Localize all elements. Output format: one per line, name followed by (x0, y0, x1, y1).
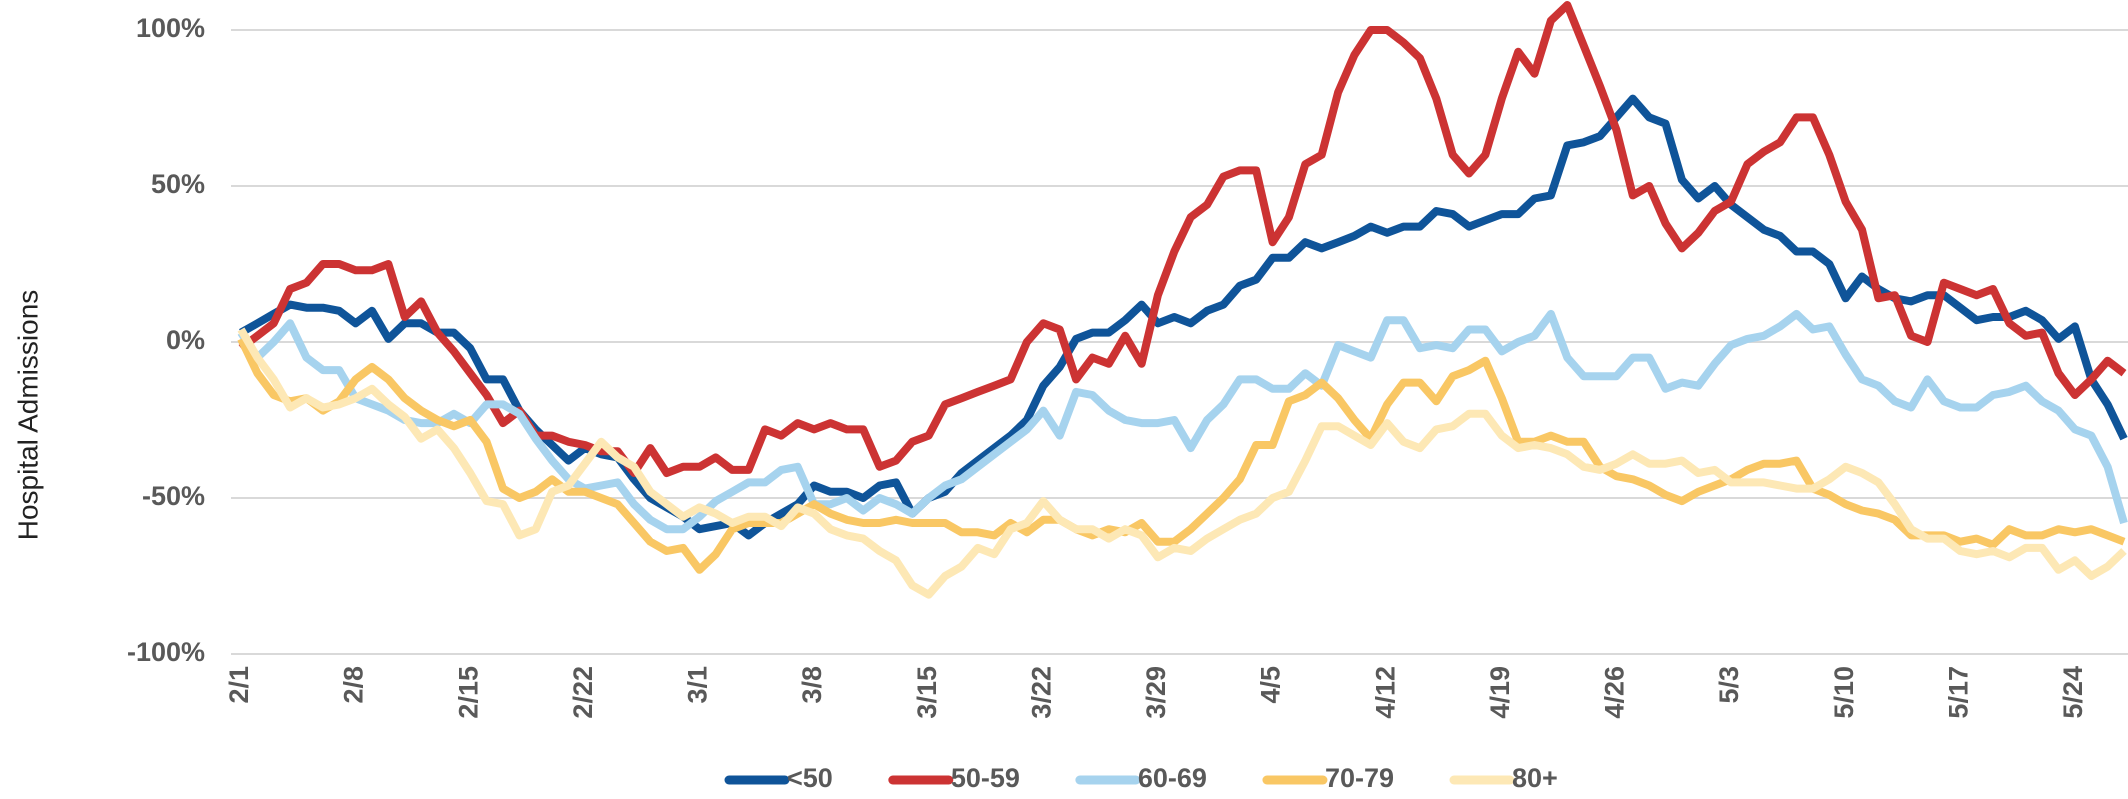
x-tick-label: 3/15 (912, 666, 942, 719)
x-tick-label: 2/15 (453, 666, 483, 719)
x-tick-label: 3/29 (1141, 666, 1171, 719)
y-axis-label: Hospital Admissions (12, 290, 43, 541)
x-tick-label: 5/3 (1714, 666, 1744, 704)
legend-label: 80+ (1512, 763, 1558, 793)
x-tick-label: 4/12 (1370, 666, 1400, 719)
y-tick-label: 0% (166, 325, 205, 355)
x-tick-label: 4/19 (1485, 666, 1515, 719)
x-tick-label: 5/24 (2058, 666, 2088, 719)
y-tick-label: -50% (142, 481, 205, 511)
x-tick-label: 2/8 (339, 666, 369, 704)
x-tick-label: 5/17 (1943, 666, 1973, 719)
y-tick-label: -100% (127, 637, 205, 667)
x-tick-label: 3/1 (683, 666, 713, 704)
x-tick-label: 3/8 (797, 666, 827, 704)
legend-label: 60-69 (1138, 763, 1207, 793)
x-tick-label: 4/26 (1600, 666, 1630, 719)
x-tick-label: 5/10 (1829, 666, 1859, 719)
x-tick-label: 3/22 (1026, 666, 1056, 719)
legend-label: <50 (787, 763, 833, 793)
series-line (238, 1, 2127, 477)
x-tick-label: 2/1 (224, 666, 254, 704)
legend-label: 70-79 (1325, 763, 1394, 793)
series-line (237, 309, 2128, 534)
x-tick-label: 4/5 (1256, 666, 1286, 704)
series-line (239, 94, 2128, 540)
series-line (237, 327, 2127, 599)
x-tick-label: 2/22 (568, 666, 598, 719)
legend-label: 50-59 (951, 763, 1020, 793)
y-tick-label: 50% (151, 169, 205, 199)
series-line (237, 337, 2126, 574)
y-tick-label: 100% (136, 13, 205, 43)
